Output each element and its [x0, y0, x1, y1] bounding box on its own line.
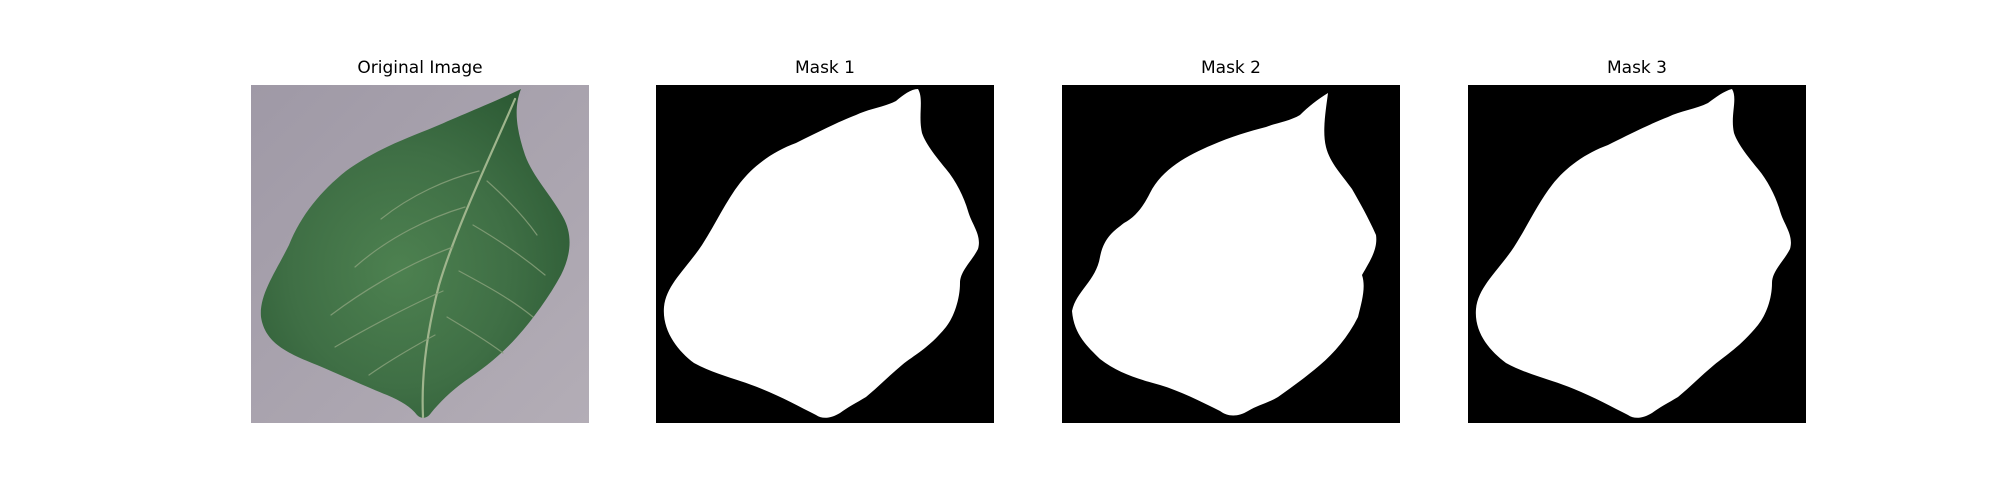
mask-1-title: Mask 1 [794, 58, 855, 78]
original-image-title: Original Image [357, 58, 483, 78]
mask-2-image [1062, 85, 1400, 423]
mask-1-foreground [663, 89, 979, 418]
mask-3-title: Mask 3 [1606, 58, 1667, 78]
leaf-midrib [421, 97, 517, 419]
leaf-shape [260, 89, 570, 418]
mask-3-foreground [1475, 89, 1791, 418]
mask-3-image [1468, 85, 1806, 423]
mask-2-foreground [1072, 93, 1377, 416]
original-leaf-photo [251, 85, 589, 423]
mask-2-title: Mask 2 [1200, 58, 1261, 78]
mask-2-noise-dot [1236, 197, 1240, 201]
mask-1-image [656, 85, 994, 423]
